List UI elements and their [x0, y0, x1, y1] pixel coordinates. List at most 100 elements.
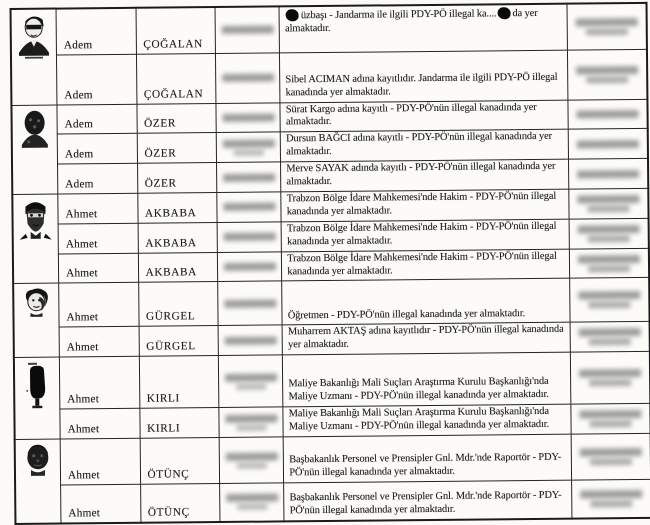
redacted-number-cell: [219, 483, 285, 522]
redacted-note-cell: [569, 351, 650, 405]
last-name-cell: ÖTÜNÇ: [140, 483, 221, 523]
portrait-photo-cell: [13, 283, 60, 358]
last-name-cell: ÖZER: [136, 132, 217, 164]
portrait-dark-glasses-icon: [17, 198, 53, 244]
last-name-cell: ÇOĞALAN: [135, 53, 217, 104]
first-name-cell: Adem: [56, 103, 137, 135]
redacted-note-cell: [566, 2, 647, 50]
redacted-note-cell: [568, 158, 649, 190]
description-cell: Maliye Bakanlığı Mali Suçları Araştırma …: [283, 404, 571, 438]
last-name-cell: GÜRGEL: [138, 325, 219, 357]
first-name-cell: Adem: [56, 7, 136, 55]
blur-redaction-bar: [588, 301, 631, 309]
blur-redaction-bar: [590, 499, 633, 508]
description-cell: Trabzon Bölge İdare Mahkemesi'nde Hakim …: [281, 218, 569, 252]
portrait-dark-round-face-icon: [20, 443, 56, 481]
blur-redaction-bar: [587, 234, 630, 243]
blur-redaction-bar: [224, 336, 277, 345]
redacted-number-cell: [217, 251, 282, 282]
description-cell: Sibel ACIMAN adına kayıtlıdır. Jandarma …: [279, 49, 568, 103]
description-text: üzbaşı - Jandarma ile ilgili PDY-PÖ ille…: [300, 8, 497, 22]
blur-redaction-bar: [585, 75, 629, 83]
redaction-blob-icon: [497, 6, 511, 19]
blur-redaction-bar: [237, 503, 268, 511]
description-cell: Öğretmen - PDY-PÖ'nün illegal kanadında …: [281, 278, 570, 326]
blur-redaction-bar: [576, 109, 639, 119]
redacted-note-cell: [567, 128, 648, 160]
redacted-number-cell: [216, 161, 282, 193]
last-name-cell: ÖZER: [136, 103, 217, 134]
last-name-cell: KIRLI: [138, 355, 220, 409]
redacted-number-cell: [219, 407, 284, 438]
redacted-note-cell: [569, 277, 650, 323]
blur-redaction-bar: [589, 420, 632, 428]
portrait-overexposed-blob-icon: [19, 361, 56, 415]
blur-redaction-bar: [222, 139, 275, 148]
redacted-number-cell: [219, 437, 284, 484]
first-name-cell: Ahmet: [58, 282, 139, 328]
portrait-dark-photo-icon: [16, 108, 52, 148]
blur-redaction-bar: [236, 424, 267, 431]
redacted-note-cell: [570, 403, 650, 435]
last-name-cell: AKBABA: [137, 222, 218, 253]
blur-redaction-bar: [576, 169, 639, 179]
last-name-cell: AKBABA: [137, 192, 218, 224]
first-name-cell: Ahmet: [57, 193, 138, 224]
description-cell: Sürat Kargo adına kayıtlı - PDY-PÖ'nün i…: [280, 99, 568, 133]
table-row: Ahmet AKBABA Trabzon Bölge İdare Mahkeme…: [12, 188, 649, 284]
last-name-cell: GÜRGEL: [138, 281, 219, 327]
blur-redaction-bar: [577, 194, 640, 204]
portrait-photo-cell: [11, 104, 58, 195]
redacted-number-cell: [215, 6, 280, 54]
blur-redaction-bar: [576, 139, 639, 149]
blur-redaction-bar: [577, 254, 640, 264]
blur-redaction-bar: [236, 462, 267, 469]
blur-redaction-bar: [221, 73, 275, 82]
portrait-sketch-glasses-icon: [16, 13, 52, 60]
table-row: Adem ÇOĞALAN üzbaşı - Jandarma ile ilgil…: [10, 2, 647, 105]
blur-redaction-bar: [579, 410, 642, 419]
blur-redaction-bar: [589, 458, 632, 466]
table-row: Ahmet KIRLI Maliye Bakanlığı Mali Suçlar…: [13, 351, 650, 440]
blur-redaction-bar: [222, 113, 275, 122]
portrait-sketch-curly-hair-icon: [18, 287, 54, 320]
redacted-number-cell: [215, 52, 281, 104]
persons-table: Adem ÇOĞALAN üzbaşı - Jandarma ile ilgil…: [9, 1, 650, 525]
redacted-number-cell: [216, 132, 281, 163]
blur-redaction-bar: [226, 493, 279, 503]
blur-redaction-bar: [575, 65, 638, 75]
redacted-note-cell: [568, 188, 649, 219]
portrait-photo-cell: [10, 8, 57, 105]
blur-redaction-bar: [579, 448, 642, 457]
table-row: Ahmet ÖTÜNÇ Başbakanlık Personel ve Pren…: [14, 433, 650, 524]
description-cell: Başbakanlık Personel ve Prensipler Gnl. …: [283, 480, 572, 522]
portrait-photo-cell: [13, 357, 61, 440]
first-name-cell: Ahmet: [58, 223, 138, 254]
description-cell: Trabzon Bölge İdare Mahkemesi'nde Hakim …: [281, 189, 569, 222]
blur-redaction-bar: [587, 264, 630, 272]
table-row: Adem ÇOĞALAN Sibel ACIMAN adına kayıtlıd…: [11, 48, 648, 105]
last-name-cell: ÇOĞALAN: [135, 7, 216, 54]
description-cell: Muharrem AKTAŞ adına kayıtlıdır - PDY-PÖ…: [282, 322, 570, 356]
blur-redaction-bar: [223, 202, 276, 212]
redacted-note-cell: [568, 218, 649, 249]
redacted-note-cell: [569, 321, 650, 353]
redacted-number-cell: [218, 281, 283, 326]
scanned-table: Adem ÇOĞALAN üzbaşı - Jandarma ile ilgil…: [9, 1, 650, 525]
last-name-cell: AKBABA: [137, 252, 219, 283]
redaction-blob-icon: [285, 8, 299, 21]
blur-redaction-bar: [587, 205, 630, 213]
redacted-number-cell: [218, 355, 284, 408]
redacted-number-cell: [218, 325, 283, 356]
portrait-photo-cell: [12, 194, 59, 284]
first-name-cell: Ahmet: [59, 356, 140, 410]
table-row: Adem ÖZER Sürat Kargo adına kayıtlı - PD…: [11, 98, 648, 195]
blur-redaction-bar: [578, 291, 641, 300]
blur-redaction-bar: [225, 414, 278, 423]
first-name-cell: Adem: [57, 133, 138, 165]
description-cell: Merve SAYAK adında kayıtlı - PDY-PÖ'nün …: [280, 159, 569, 192]
first-name-cell: Ahmet: [60, 484, 141, 524]
redacted-number-cell: [217, 221, 282, 253]
blur-redaction-bar: [224, 373, 277, 382]
blur-redaction-bar: [578, 328, 641, 337]
